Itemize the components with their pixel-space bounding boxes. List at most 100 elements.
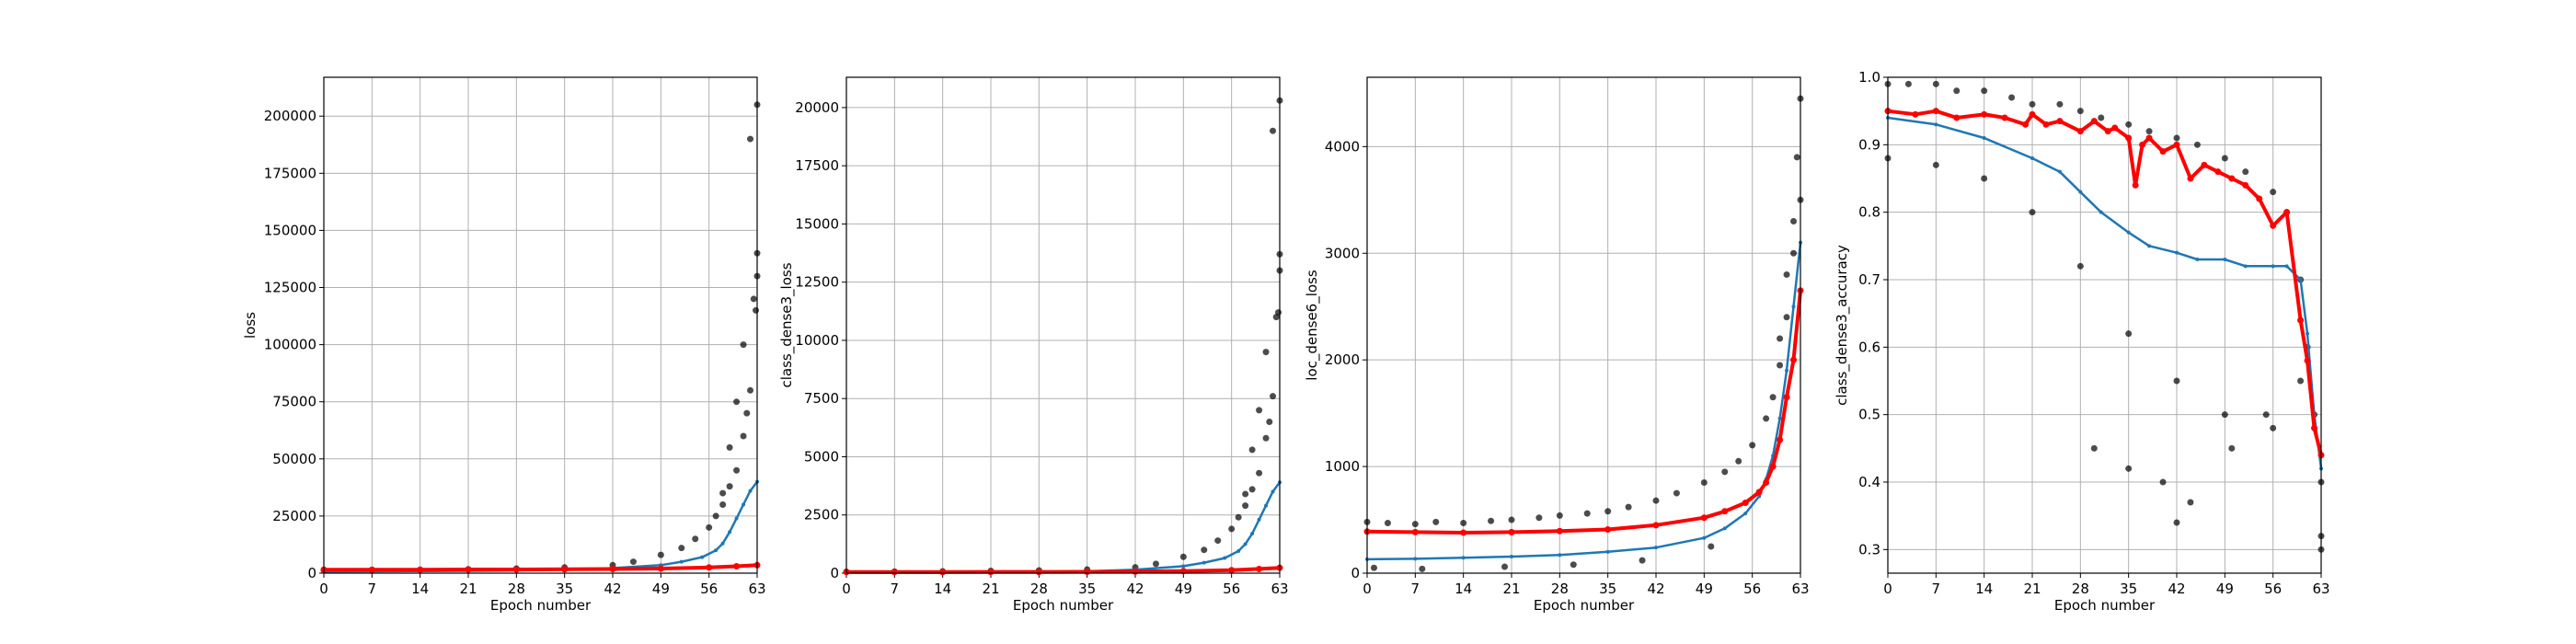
x-tick-label: 28 xyxy=(1551,581,1569,597)
scatter-point xyxy=(2098,114,2105,121)
line-point xyxy=(1132,568,1139,575)
scatter-point xyxy=(1777,335,1784,342)
x-tick-label: 28 xyxy=(2072,581,2089,597)
line-point xyxy=(1461,556,1466,560)
subplot-4: 0 7 14 21 28 35 42 49 56 63 0.3 0.4 0.5 0.6 0.7 0.8 0.9 1… xyxy=(1834,69,2330,614)
line-point xyxy=(2056,118,2064,125)
line-point xyxy=(891,569,898,576)
line-point xyxy=(1742,499,1749,506)
x-tick-label: 42 xyxy=(1126,581,1144,597)
line-point xyxy=(2001,114,2008,121)
scatter-point xyxy=(678,545,685,552)
series-scatter-1 xyxy=(843,97,1283,575)
line-point xyxy=(1791,305,1796,309)
line-point xyxy=(2076,128,2084,135)
line-point xyxy=(2271,264,2275,269)
line-point xyxy=(700,555,705,559)
scatter-point xyxy=(719,489,727,497)
x-tick-label: 56 xyxy=(700,581,718,597)
x-tick-label: 63 xyxy=(1791,581,1809,597)
line-point xyxy=(1721,508,1729,515)
scatter-point xyxy=(2090,444,2098,452)
scatter-point xyxy=(2029,209,2036,216)
y-tick-label: 75000 xyxy=(272,394,316,410)
y-tick-label: 150000 xyxy=(264,222,316,238)
series-line-2 xyxy=(1886,116,2323,471)
series-line-2 xyxy=(845,480,1282,575)
series-line xyxy=(1887,116,2323,469)
line-point xyxy=(1934,122,1938,127)
scatter-point xyxy=(2270,424,2277,431)
scatter-point xyxy=(750,295,757,303)
scatter-point xyxy=(1242,502,1249,510)
y-tick-label: 7500 xyxy=(804,390,839,407)
line-point xyxy=(1757,494,1762,499)
line-point xyxy=(2298,278,2303,282)
line-point xyxy=(2126,230,2131,235)
line-point xyxy=(1790,356,1798,363)
line-point xyxy=(1769,463,1777,470)
x-tick-label: 7 xyxy=(1932,581,1941,597)
line-point xyxy=(1982,136,1986,140)
x-tick-label: 56 xyxy=(1743,581,1761,597)
x-tick-label: 21 xyxy=(1502,581,1520,597)
series-line xyxy=(1366,242,1802,561)
line-point xyxy=(2284,264,2289,269)
line-point xyxy=(2078,190,2083,194)
x-tick-label: 0 xyxy=(842,581,851,597)
x-tick-label: 14 xyxy=(1975,581,1993,597)
y-tick-label: 175000 xyxy=(264,165,316,181)
scatter-point xyxy=(1721,468,1729,476)
scatter-point xyxy=(1783,314,1790,321)
line-point xyxy=(2270,222,2277,229)
y-tick-label: 2000 xyxy=(1325,351,1360,368)
scatter-point xyxy=(2056,100,2064,108)
scatter-point xyxy=(1777,362,1784,369)
y-tick-label: 50000 xyxy=(272,451,316,467)
line-point xyxy=(2256,195,2263,202)
line-point xyxy=(1084,568,1091,575)
scatter-point xyxy=(1700,478,1708,486)
line-point xyxy=(1460,529,1467,536)
line-point xyxy=(1236,548,1241,553)
scatter-point xyxy=(1535,514,1543,522)
line-point xyxy=(1702,535,1707,540)
y-tick-label: 2500 xyxy=(804,507,839,523)
scatter-point xyxy=(1266,419,1273,426)
scatter-point xyxy=(1790,217,1798,224)
series-line-3 xyxy=(1363,287,1804,536)
line-point xyxy=(1223,556,1227,560)
scatter-point xyxy=(1256,469,1263,477)
scatter-point xyxy=(1981,87,1988,95)
axes-frame xyxy=(323,76,758,574)
line-point xyxy=(1250,531,1255,535)
x-tick-label: 7 xyxy=(1411,581,1420,597)
series-line xyxy=(1887,109,2323,456)
line-point xyxy=(1953,114,1961,121)
x-tick-label: 35 xyxy=(556,581,573,597)
line-point xyxy=(1202,560,1206,565)
line-point xyxy=(2090,118,2098,125)
scatter-point xyxy=(743,409,751,417)
y-tick-label: 1.0 xyxy=(1858,69,1880,86)
y-tick-label: 0.8 xyxy=(1858,204,1880,221)
scatter-point xyxy=(2187,499,2194,506)
x-tick-label: 56 xyxy=(2264,581,2282,597)
line-point xyxy=(728,530,732,535)
scatter-point xyxy=(1370,564,1377,571)
scatter-point xyxy=(740,341,747,349)
scatter-point xyxy=(1904,80,1912,87)
axes-frame xyxy=(1887,76,2322,574)
scatter-point xyxy=(2221,411,2228,419)
line-point xyxy=(2175,250,2179,255)
scatter-point xyxy=(1932,161,1939,168)
y-tick-label: 0.4 xyxy=(1858,474,1880,490)
line-point xyxy=(2030,156,2034,160)
scatter-point xyxy=(2029,100,2036,108)
line-point xyxy=(2195,258,2200,261)
y-tick-label: 12500 xyxy=(795,274,839,291)
x-tick-label: 42 xyxy=(2168,581,2185,597)
line-point xyxy=(1783,394,1790,401)
scatter-point xyxy=(712,512,719,520)
